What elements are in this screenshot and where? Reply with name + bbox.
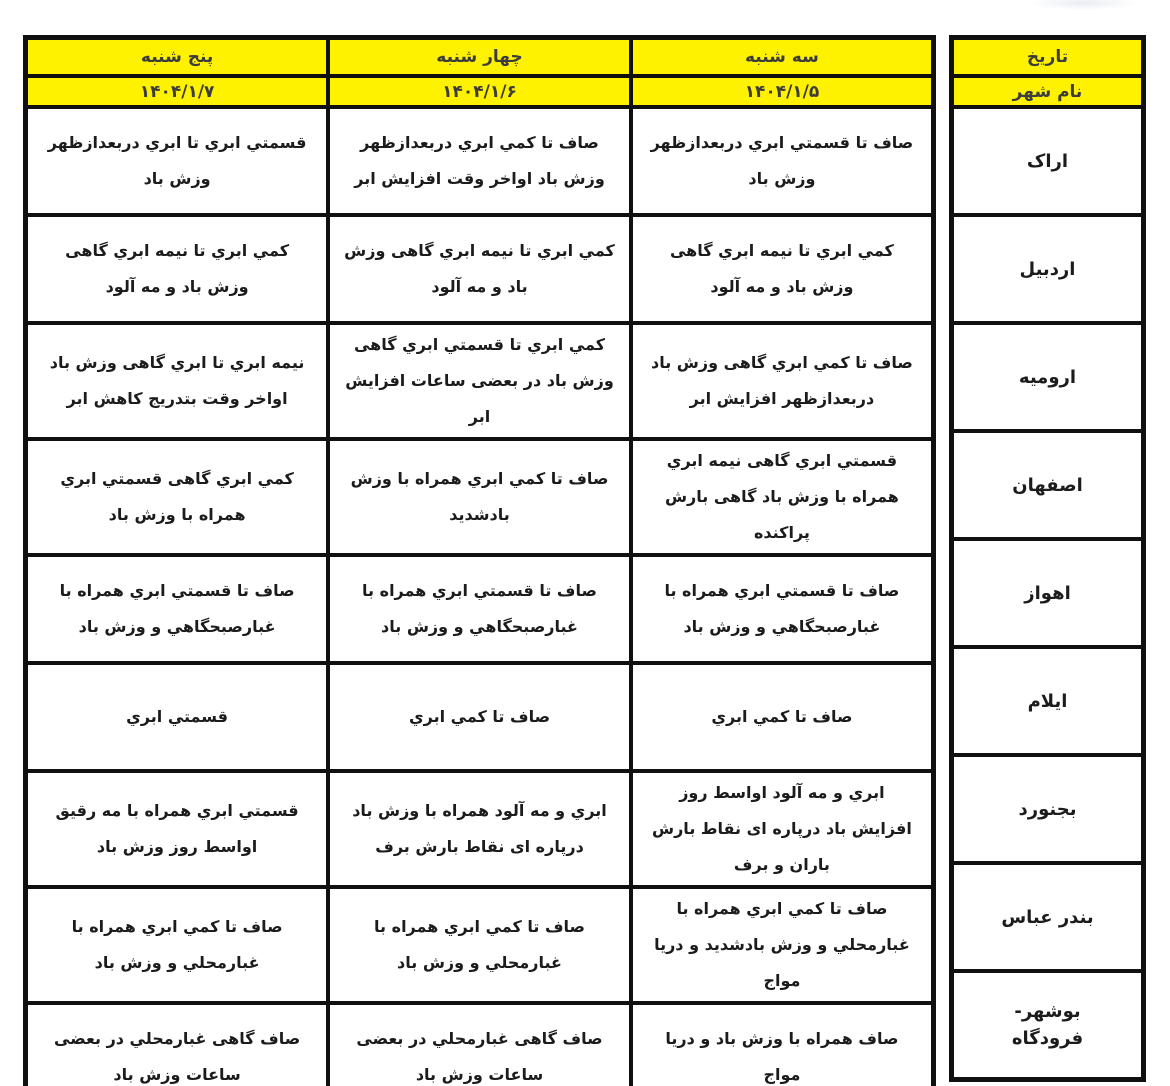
- city-row: اردبیل: [949, 213, 1146, 325]
- forecast-cell: كمي ابري تا نيمه ابري گاهی وزش باد و مه …: [23, 213, 331, 325]
- city-name-cell: بجنورد: [949, 753, 1146, 865]
- city-row: اهواز: [949, 537, 1146, 649]
- city-row: بوشهر- فرودگاه: [949, 969, 1146, 1082]
- forecast-cell: صاف تا كمي ابري گاهی وزش باد دربعدازظهر …: [628, 321, 936, 441]
- city-table: تاریخ نام شهر اراک اردبیل ارومیه اصفهان اهوا…: [949, 35, 1146, 1082]
- forecast-cell: صاف تا كمي ابري: [326, 661, 633, 773]
- day-header-tuesday: سه شنبه: [628, 35, 936, 78]
- date-cell-wednesday: ۱۴۰۴/۱/۶: [326, 74, 633, 109]
- city-table-head: تاریخ نام شهر: [949, 35, 1146, 109]
- forecast-cell: صاف گاهی غبارمحلي در بعضی ساعات وزش باد: [326, 1001, 633, 1086]
- forecast-cell: صاف تا قسمتي ابري همراه با غبارصبحگاهي و…: [326, 553, 633, 665]
- forecast-cell: قسمتي ابري گاهی نيمه ابري همراه با وزش ب…: [628, 437, 936, 557]
- city-name-cell: اهواز: [949, 537, 1146, 649]
- forecast-cell: كمي ابري تا نيمه ابري گاهی وزش باد و مه …: [326, 213, 633, 325]
- city-header-row: نام شهر: [949, 74, 1146, 109]
- forecast-row: صاف تا كمي ابري صاف تا كمي ابري قسمتي ابري: [23, 661, 936, 773]
- forecast-cell: صاف گاهی غبارمحلي در بعضی ساعات وزش باد: [23, 1001, 331, 1086]
- forecast-cell: قسمتي ابري همراه با مه رقيق اواسط روز وز…: [23, 769, 331, 889]
- date-header-cell: تاریخ: [949, 35, 1146, 78]
- forecast-table: سه شنبه چهار شنبه پنج شنبه ۱۴۰۴/۱/۵ ۱۴۰۴…: [23, 35, 936, 1086]
- forecast-cell: ابري و مه آلود همراه با وزش باد درپاره ا…: [326, 769, 633, 889]
- date-cell-tuesday: ۱۴۰۴/۱/۵: [628, 74, 936, 109]
- forecast-row: صاف همراه با وزش باد و دريا مواج صاف گاهی…: [23, 1001, 936, 1086]
- forecast-cell: صاف تا كمي ابري همراه با وزش بادشديد: [326, 437, 633, 557]
- city-row: اراک: [949, 105, 1146, 217]
- city-name-cell: بندر عباس: [949, 861, 1146, 973]
- forecast-cell: صاف تا كمي ابري همراه با غبارمحلي و وزش …: [628, 885, 936, 1005]
- city-table-body: اراک اردبیل ارومیه اصفهان اهواز ایلام بجنورد بن…: [949, 105, 1146, 1082]
- day-header-thursday: پنج شنبه: [23, 35, 331, 78]
- city-name-cell: ایلام: [949, 645, 1146, 757]
- forecast-row: كمي ابري تا نيمه ابري گاهی وزش باد و مه …: [23, 213, 936, 325]
- forecast-row: ابري و مه آلود اواسط روز افزايش باد درپا…: [23, 769, 936, 889]
- forecast-cell: صاف تا قسمتي ابري همراه با غبارصبحگاهي و…: [628, 553, 936, 665]
- dates-row: ۱۴۰۴/۱/۵ ۱۴۰۴/۱/۶ ۱۴۰۴/۱/۷: [23, 74, 936, 109]
- forecast-row: قسمتي ابري گاهی نيمه ابري همراه با وزش ب…: [23, 437, 936, 557]
- forecast-tables-layout: تاریخ نام شهر اراک اردبیل ارومیه اصفهان اهوا…: [23, 35, 1146, 1086]
- forecast-table-body: صاف تا قسمتي ابري دربعدازظهر وزش باد صاف …: [23, 105, 936, 1086]
- city-row: ارومیه: [949, 321, 1146, 433]
- city-name-cell: بوشهر- فرودگاه: [949, 969, 1146, 1082]
- forecast-cell: كمي ابري تا قسمتي ابري گاهی وزش باد در ب…: [326, 321, 633, 441]
- city-name-cell: اردبیل: [949, 213, 1146, 325]
- city-row: اصفهان: [949, 429, 1146, 541]
- forecast-cell: صاف تا كمي ابري دربعدازظهر وزش باد اواخر…: [326, 105, 633, 217]
- city-name-cell: اصفهان: [949, 429, 1146, 541]
- city-name-cell: اراک: [949, 105, 1146, 217]
- forecast-cell: صاف تا كمي ابري همراه با غبارمحلي و وزش …: [23, 885, 331, 1005]
- date-header-row: تاریخ: [949, 35, 1146, 78]
- forecast-row: صاف تا قسمتي ابري دربعدازظهر وزش باد صاف …: [23, 105, 936, 217]
- forecast-cell: ابري و مه آلود اواسط روز افزايش باد درپا…: [628, 769, 936, 889]
- city-name-cell: ارومیه: [949, 321, 1146, 433]
- city-row: بندر عباس: [949, 861, 1146, 973]
- forecast-cell: صاف همراه با وزش باد و دريا مواج: [628, 1001, 936, 1086]
- forecast-cell: نيمه ابري تا ابري گاهی وزش باد اواخر وقت…: [23, 321, 331, 441]
- cropped-watermark-artifact: [1028, 0, 1138, 10]
- forecast-cell: صاف تا كمي ابري: [628, 661, 936, 773]
- day-names-row: سه شنبه چهار شنبه پنج شنبه: [23, 35, 936, 78]
- date-cell-thursday: ۱۴۰۴/۱/۷: [23, 74, 331, 109]
- forecast-cell: صاف تا قسمتي ابري همراه با غبارصبحگاهي و…: [23, 553, 331, 665]
- forecast-cell: قسمتي ابري: [23, 661, 331, 773]
- forecast-cell: صاف تا كمي ابري همراه با غبارمحلي و وزش …: [326, 885, 633, 1005]
- forecast-row: صاف تا كمي ابري گاهی وزش باد دربعدازظهر …: [23, 321, 936, 441]
- day-header-wednesday: چهار شنبه: [326, 35, 633, 78]
- city-header-cell: نام شهر: [949, 74, 1146, 109]
- city-row: بجنورد: [949, 753, 1146, 865]
- forecast-cell: كمي ابري تا نيمه ابري گاهی وزش باد و مه …: [628, 213, 936, 325]
- forecast-cell: صاف تا قسمتي ابري دربعدازظهر وزش باد: [628, 105, 936, 217]
- forecast-cell: قسمتي ابري تا ابري دربعدازظهر وزش باد: [23, 105, 331, 217]
- forecast-row: صاف تا قسمتي ابري همراه با غبارصبحگاهي و…: [23, 553, 936, 665]
- city-row: ایلام: [949, 645, 1146, 757]
- forecast-row: صاف تا كمي ابري همراه با غبارمحلي و وزش …: [23, 885, 936, 1005]
- forecast-table-head: سه شنبه چهار شنبه پنج شنبه ۱۴۰۴/۱/۵ ۱۴۰۴…: [23, 35, 936, 109]
- forecast-cell: كمي ابري گاهی قسمتي ابري همراه با وزش با…: [23, 437, 331, 557]
